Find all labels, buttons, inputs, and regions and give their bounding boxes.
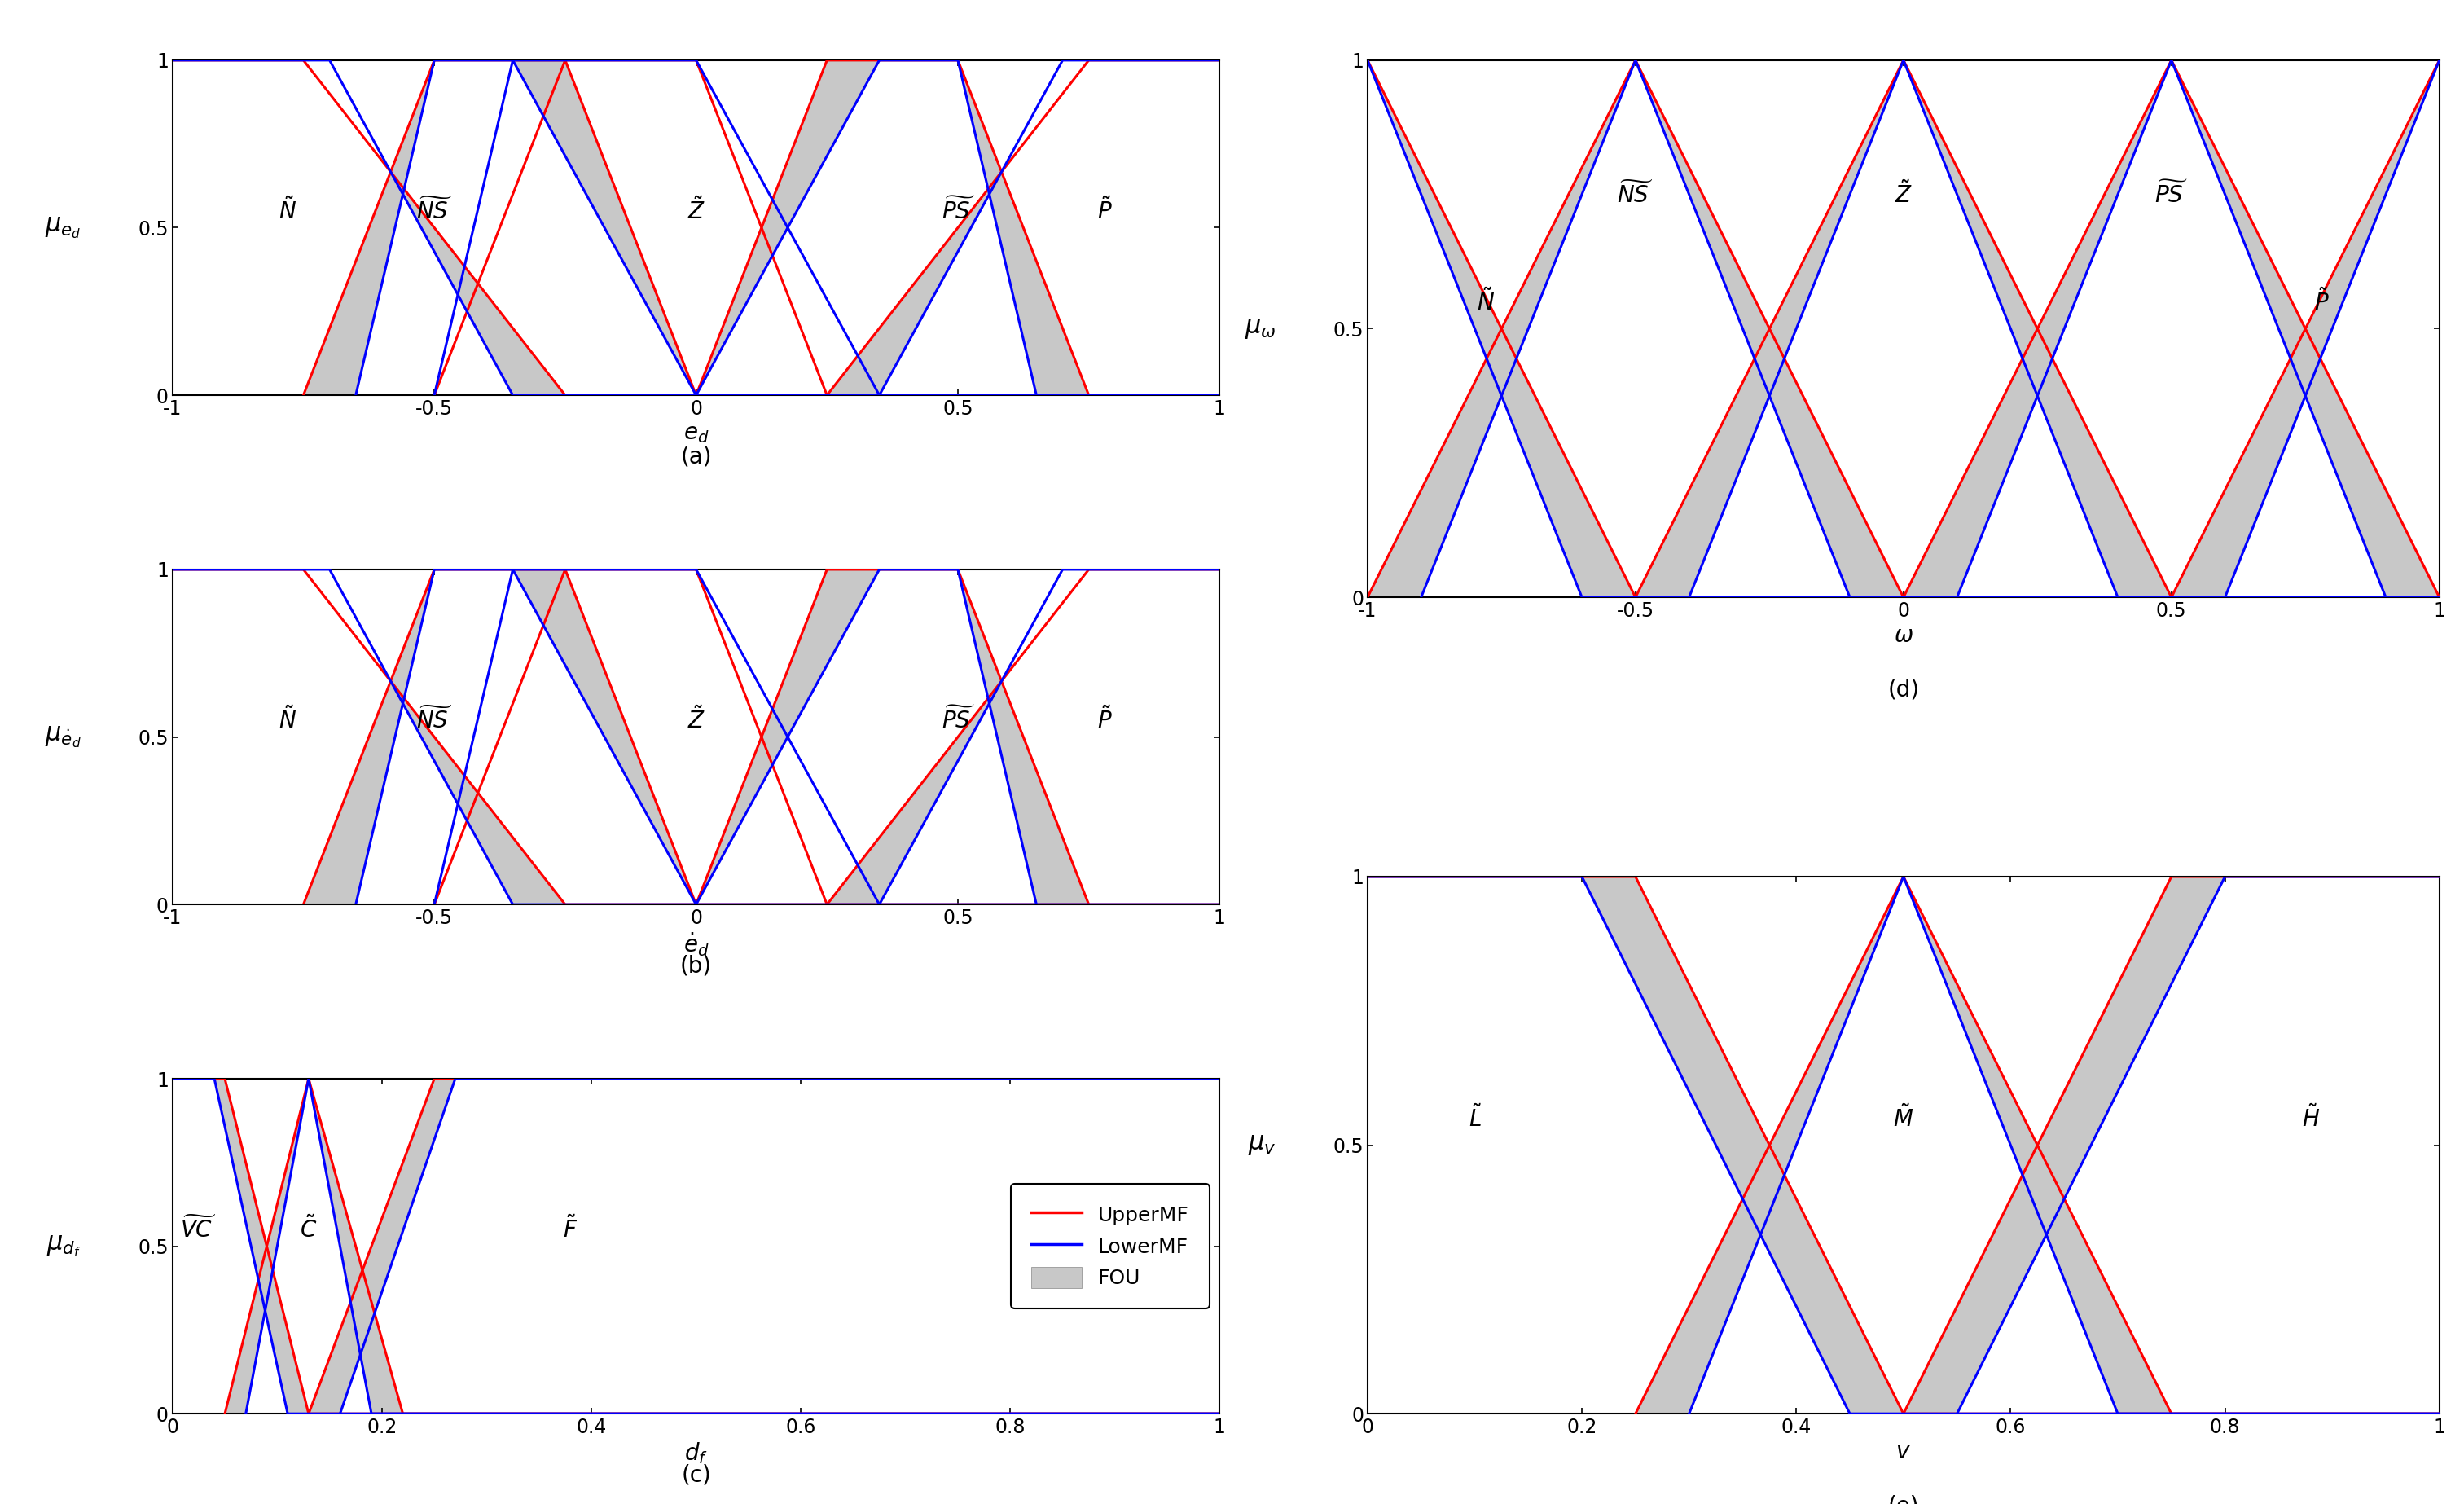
- Text: (b): (b): [680, 955, 712, 978]
- Text: $\tilde{N}$: $\tilde{N}$: [1476, 289, 1493, 316]
- Y-axis label: $\mu_{d_f}$: $\mu_{d_f}$: [47, 1233, 81, 1259]
- Text: $\tilde{H}$: $\tilde{H}$: [2301, 1105, 2319, 1131]
- Text: $\widetilde{NS}$: $\widetilde{NS}$: [416, 197, 453, 224]
- Text: $\widetilde{NS}$: $\widetilde{NS}$: [1616, 180, 1653, 208]
- Legend: UpperMF, LowerMF, FOU: UpperMF, LowerMF, FOU: [1010, 1184, 1210, 1308]
- X-axis label: $\omega$: $\omega$: [1895, 624, 1912, 647]
- Text: $\widetilde{PS}$: $\widetilde{PS}$: [941, 707, 976, 734]
- Text: $\tilde{Z}$: $\tilde{Z}$: [1895, 180, 1912, 208]
- Text: (a): (a): [680, 445, 712, 468]
- Text: $\tilde{N}$: $\tilde{N}$: [278, 707, 296, 734]
- Text: $\widetilde{NS}$: $\widetilde{NS}$: [416, 707, 453, 734]
- X-axis label: $v$: $v$: [1895, 1441, 1912, 1463]
- Text: (d): (d): [1887, 678, 1919, 701]
- Text: (e): (e): [1887, 1495, 1919, 1504]
- Y-axis label: $\mu_{e_d}$: $\mu_{e_d}$: [44, 215, 81, 241]
- Text: $\tilde{C}$: $\tilde{C}$: [301, 1217, 318, 1242]
- Text: $\tilde{F}$: $\tilde{F}$: [562, 1217, 579, 1242]
- Text: $\widetilde{PS}$: $\widetilde{PS}$: [2154, 182, 2188, 208]
- Text: $\tilde{P}$: $\tilde{P}$: [1096, 707, 1111, 734]
- Text: $\tilde{P}$: $\tilde{P}$: [1096, 197, 1111, 224]
- X-axis label: $d_f$: $d_f$: [685, 1441, 707, 1466]
- Text: $\tilde{N}$: $\tilde{N}$: [278, 197, 296, 224]
- X-axis label: $\dot{e}_d$: $\dot{e}_d$: [683, 931, 710, 958]
- Text: (c): (c): [680, 1463, 712, 1487]
- Text: $\tilde{Z}$: $\tilde{Z}$: [687, 707, 705, 734]
- Y-axis label: $\mu_{\dot{e}_d}$: $\mu_{\dot{e}_d}$: [44, 725, 81, 749]
- Text: $\tilde{M}$: $\tilde{M}$: [1892, 1105, 1915, 1131]
- Text: $\tilde{P}$: $\tilde{P}$: [2314, 289, 2328, 316]
- Text: $\tilde{Z}$: $\tilde{Z}$: [687, 197, 705, 224]
- Text: $\tilde{L}$: $\tilde{L}$: [1469, 1105, 1481, 1131]
- X-axis label: $e_d$: $e_d$: [683, 423, 710, 445]
- Y-axis label: $\mu_v$: $\mu_v$: [1249, 1134, 1276, 1157]
- Y-axis label: $\mu_{\omega}$: $\mu_{\omega}$: [1244, 317, 1276, 340]
- Text: $\widetilde{PS}$: $\widetilde{PS}$: [941, 197, 976, 224]
- Text: $\widetilde{VC}$: $\widetilde{VC}$: [180, 1217, 217, 1242]
